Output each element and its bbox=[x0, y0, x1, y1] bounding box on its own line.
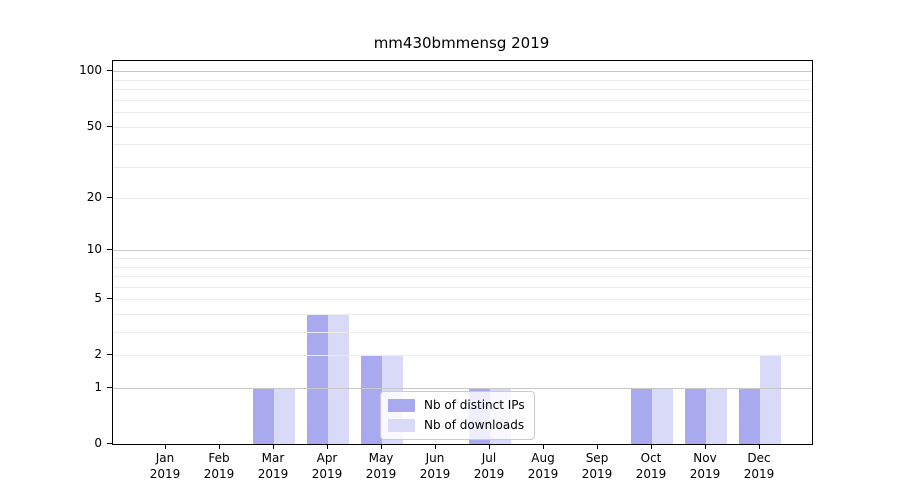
bar-dec-distinct-ips bbox=[739, 388, 760, 444]
y-tick-label-100: 100 bbox=[79, 63, 102, 78]
bar-oct-distinct-ips bbox=[631, 388, 652, 444]
y-tick-mark bbox=[107, 298, 112, 300]
bar-nov-distinct-ips bbox=[685, 388, 706, 444]
bar-may-distinct-ips bbox=[361, 355, 382, 444]
legend-swatch-distinct-ips bbox=[388, 399, 415, 412]
x-tick-mark bbox=[705, 444, 706, 449]
x-tick-label-oct: Oct 2019 bbox=[635, 451, 667, 481]
y-tick-label-10: 10 bbox=[86, 242, 102, 257]
x-tick-label-jan: Jan 2019 bbox=[149, 451, 181, 481]
x-tick-mark bbox=[543, 444, 544, 449]
x-tick-label-mar: Mar 2019 bbox=[257, 451, 289, 481]
x-tick-mark bbox=[651, 444, 652, 449]
chart-title: mm430bmmensg 2019 bbox=[373, 34, 550, 52]
x-axis-labels: Jan 2019 Feb 2019 Mar 2019 Apr 2019 May 2019… bbox=[112, 450, 811, 490]
x-tick-mark bbox=[435, 444, 436, 449]
y-tick-label-1: 1 bbox=[94, 380, 102, 395]
bar-mar-downloads bbox=[274, 388, 295, 444]
y-tick-mark bbox=[107, 354, 112, 356]
x-tick-mark bbox=[381, 444, 382, 449]
y-tick-mark bbox=[107, 249, 112, 251]
x-tick-mark bbox=[327, 444, 328, 449]
y-tick-label-50: 50 bbox=[86, 118, 102, 133]
x-tick-label-jul: Jul 2019 bbox=[473, 451, 505, 481]
bar-apr-downloads bbox=[328, 314, 349, 444]
y-tick-label-20: 20 bbox=[86, 190, 102, 205]
y-tick-label-0: 0 bbox=[94, 436, 102, 450]
bars-layer bbox=[113, 61, 812, 444]
legend-swatch-downloads bbox=[388, 419, 415, 432]
bar-nov-downloads bbox=[706, 388, 727, 444]
x-tick-label-jun: Jun 2019 bbox=[419, 451, 451, 481]
legend: Nb of distinct IPs Nb of downloads bbox=[380, 391, 535, 440]
y-tick-label-5: 5 bbox=[94, 291, 102, 306]
x-tick-mark bbox=[273, 444, 274, 449]
y-tick-mark bbox=[107, 70, 112, 72]
x-tick-mark bbox=[165, 444, 166, 449]
x-tick-mark bbox=[489, 444, 490, 449]
x-tick-mark bbox=[219, 444, 220, 449]
y-tick-mark bbox=[107, 197, 112, 199]
bar-dec-downloads bbox=[760, 355, 781, 444]
x-tick-label-may: May 2019 bbox=[365, 451, 397, 481]
x-tick-mark bbox=[597, 444, 598, 449]
y-tick-mark bbox=[107, 443, 112, 444]
x-tick-mark bbox=[759, 444, 760, 449]
bar-mar-distinct-ips bbox=[253, 388, 274, 444]
y-tick-label-2: 2 bbox=[94, 347, 102, 362]
x-tick-label-sep: Sep 2019 bbox=[581, 451, 613, 481]
x-tick-label-aug: Aug 2019 bbox=[527, 451, 559, 481]
x-tick-label-nov: Nov 2019 bbox=[689, 451, 721, 481]
x-tick-label-apr: Apr 2019 bbox=[311, 451, 343, 481]
x-tick-label-feb: Feb 2019 bbox=[203, 451, 235, 481]
plot-area bbox=[112, 60, 813, 445]
x-tick-label-dec: Dec 2019 bbox=[743, 451, 775, 481]
legend-item-downloads: Nb of downloads bbox=[388, 418, 525, 433]
y-tick-mark bbox=[107, 387, 112, 389]
y-axis-labels: 0 1 2 5 10 20 50 100 bbox=[0, 60, 102, 450]
bar-apr-distinct-ips bbox=[307, 314, 328, 444]
bar-oct-downloads bbox=[652, 388, 673, 444]
legend-item-distinct-ips: Nb of distinct IPs bbox=[388, 398, 525, 413]
legend-label-distinct-ips: Nb of distinct IPs bbox=[424, 398, 525, 412]
legend-label-downloads: Nb of downloads bbox=[424, 418, 525, 432]
y-tick-mark bbox=[107, 125, 112, 127]
